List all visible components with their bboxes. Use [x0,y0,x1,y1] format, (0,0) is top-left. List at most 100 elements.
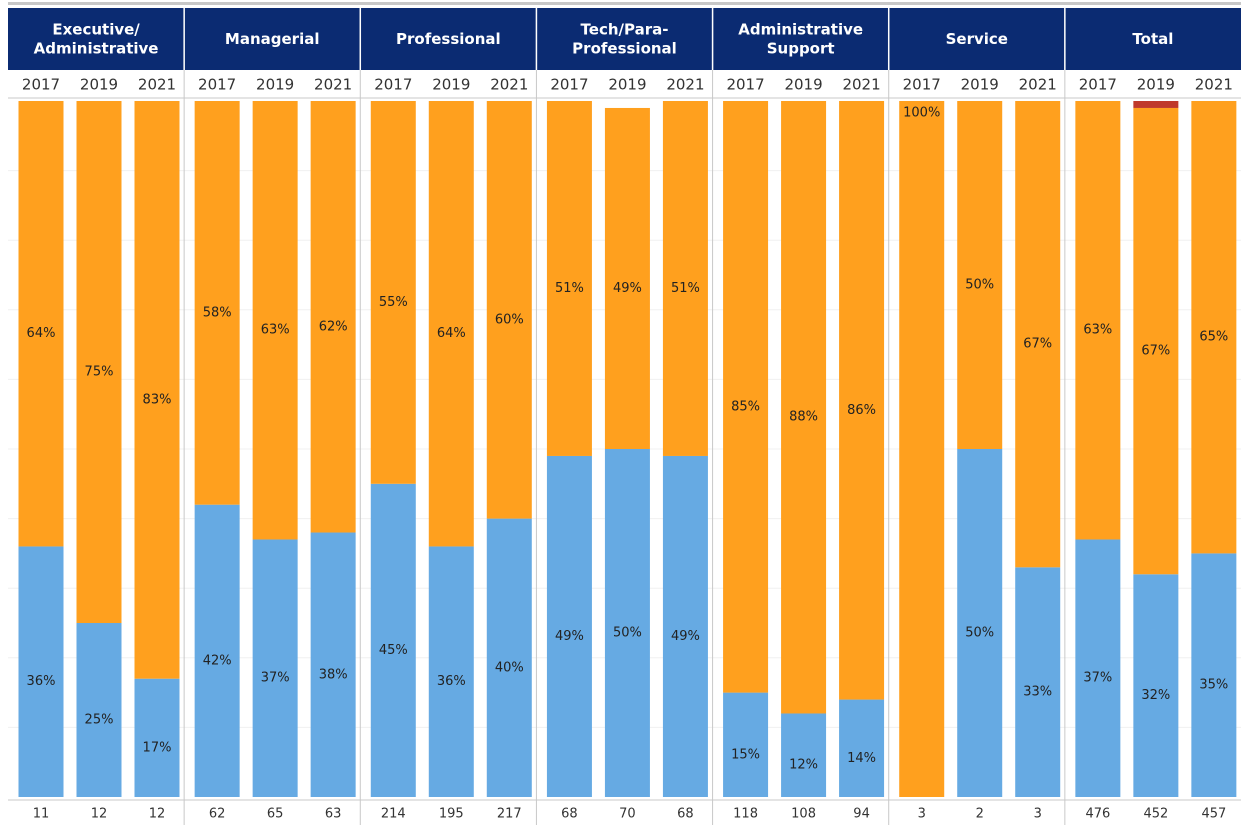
count-label: 94 [853,807,870,822]
bar-segment [604,449,650,797]
x-tick-label: 2017 [198,76,236,94]
count-label: 68 [561,807,578,822]
value-label: 50% [965,626,994,641]
group-header-line: Administrative [34,39,159,57]
count-label: 12 [149,807,166,822]
x-tick-label: 2019 [784,76,822,94]
bar-segment [1015,567,1061,797]
count-label: 3 [918,807,926,822]
bar-segment [781,101,827,714]
value-label: 100% [903,106,940,121]
group-header: Service [946,30,1008,48]
bar-segment [486,518,532,797]
bar-segment [370,483,416,797]
value-label: 37% [1083,671,1112,686]
value-label: 51% [671,281,700,296]
bar-segment [134,101,180,679]
value-label: 64% [27,326,56,341]
bar-segment [1133,107,1179,575]
value-label: 63% [261,323,290,338]
value-label: 17% [143,740,172,755]
count-label: 476 [1085,807,1110,822]
x-tick-label: 2019 [608,76,646,94]
count-label: 214 [381,807,406,822]
count-label: 2 [976,807,984,822]
group-header-line: Professional [572,39,677,57]
bar-segment [1191,553,1237,797]
top-rule [8,2,1241,5]
group-header: Tech/Para-Professional [572,20,677,57]
value-label: 33% [1023,685,1052,700]
value-label: 36% [27,674,56,689]
x-tick-label: 2019 [80,76,118,94]
bar-segment [18,546,64,797]
x-tick-label: 2021 [1195,76,1233,94]
bar-segment [1075,101,1121,540]
x-tick-label: 2017 [550,76,588,94]
value-label: 49% [555,629,584,644]
value-label: 51% [555,281,584,296]
bar-segment [194,504,240,797]
group-header-line: Executive/ [52,20,140,38]
x-tick-label: 2017 [1079,76,1117,94]
bar-segment [1015,101,1061,568]
bar-segment [723,692,769,797]
value-label: 45% [379,643,408,658]
bar-segment [1191,101,1237,554]
x-tick-label: 2021 [314,76,352,94]
value-label: 35% [1199,678,1228,693]
count-label: 217 [497,807,522,822]
group-header-line: Managerial [225,30,320,48]
value-label: 50% [613,626,642,641]
group-header-line: Tech/Para- [581,20,669,38]
value-label: 42% [203,653,232,668]
x-tick-label: 2019 [256,76,294,94]
value-label: 58% [203,305,232,320]
count-label: 3 [1034,807,1042,822]
bar-segment [194,101,240,505]
count-label: 118 [733,807,758,822]
bar-segment [662,101,708,456]
value-label: 64% [437,326,466,341]
x-tick-label: 2019 [1137,76,1175,94]
x-tick-label: 2021 [138,76,176,94]
group-header: Executive/Administrative [34,20,159,57]
bar-segment [604,107,650,450]
x-tick-label: 2019 [961,76,999,94]
bar-segment [957,449,1003,797]
x-tick-label: 2021 [1019,76,1057,94]
value-label: 40% [495,660,524,675]
header-band [8,8,1241,70]
x-tick-label: 2017 [374,76,412,94]
value-label: 49% [671,629,700,644]
x-tick-label: 2017 [903,76,941,94]
bar-segment [1133,574,1179,797]
count-label: 68 [677,807,694,822]
bar-segment [310,532,356,797]
value-label: 37% [261,671,290,686]
bar-segment [781,713,827,797]
value-label: 14% [847,751,876,766]
x-tick-label: 2017 [22,76,60,94]
bar-segment [18,101,64,547]
value-label: 60% [495,312,524,327]
value-label: 75% [85,365,114,380]
group-header-line: Professional [396,30,501,48]
bar-segment [370,101,416,484]
group-header: Administrative Support [738,20,863,57]
value-label: 86% [847,403,876,418]
bar-segment [1133,101,1179,108]
bar-segment [957,101,1003,449]
group-header: Professional [396,30,501,48]
count-label: 457 [1201,807,1226,822]
bar-segment [76,623,122,797]
bar-segment [428,101,474,547]
value-label: 55% [379,295,408,310]
bar-segment [662,455,708,797]
group-header-line: Service [946,30,1008,48]
value-label: 88% [789,410,818,425]
bar-segment [252,539,298,797]
count-label: 70 [619,807,636,822]
bar-segment [839,699,885,797]
value-label: 63% [1083,323,1112,338]
